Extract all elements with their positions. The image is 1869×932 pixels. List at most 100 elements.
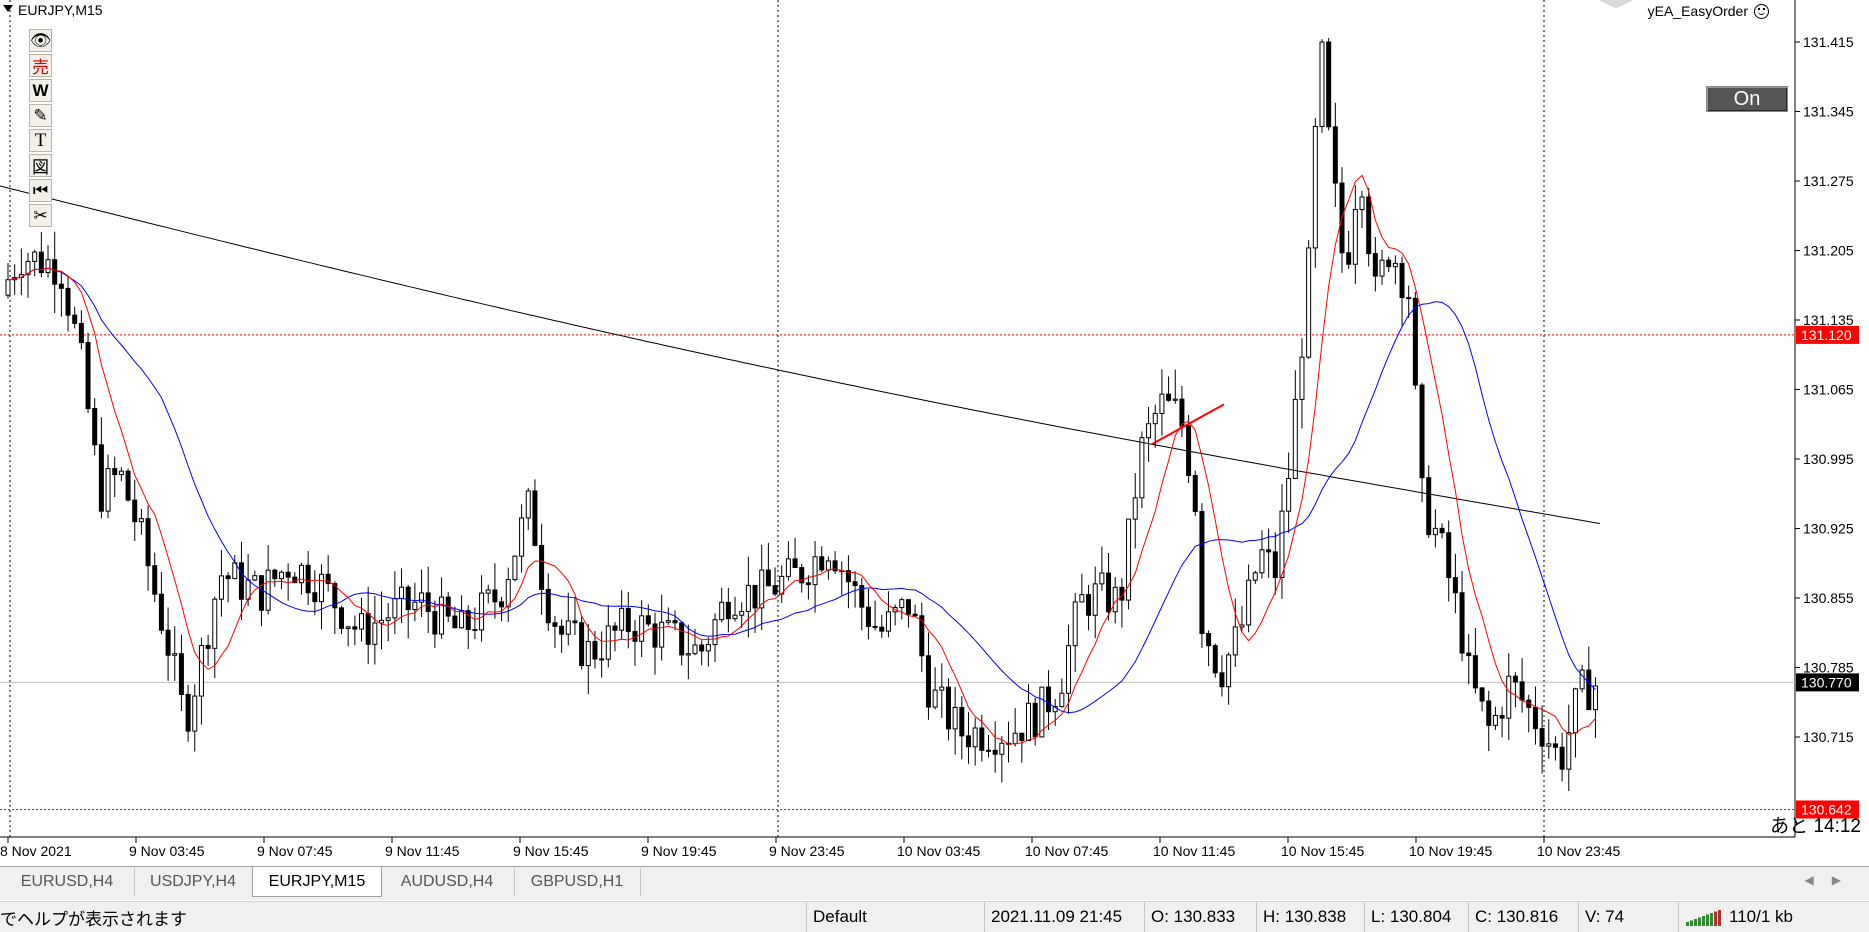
candle-body [165, 629, 171, 656]
candle-body [379, 619, 385, 624]
candle-body [1012, 732, 1018, 745]
sell-icon[interactable]: 売 [29, 54, 52, 77]
candle-body [258, 575, 264, 611]
time-tick-label: 10 Nov 15:45 [1281, 843, 1364, 859]
connection-bar [1706, 914, 1709, 926]
candle-body [432, 611, 438, 635]
candle-body [198, 645, 204, 697]
candle-body [525, 490, 531, 519]
candle-body [132, 499, 138, 523]
text-icon[interactable]: T [29, 129, 52, 152]
price-tick-label: 131.135 [1803, 312, 1854, 328]
candle-body [1159, 393, 1165, 414]
candle-body [779, 575, 785, 595]
candle-body [485, 589, 491, 594]
candle-body [1212, 645, 1218, 674]
candle-body [672, 620, 678, 624]
tab-audusd-h4[interactable]: AUDUSD,H4 [380, 868, 515, 896]
tab-scroll-arrows-icon[interactable]: ◀▶ [1804, 873, 1859, 887]
price-axis: 131.415 131.345 131.275 131.205 131.135 131.0… [1795, 34, 1859, 819]
candle-body [1292, 398, 1298, 479]
candle-body [679, 622, 685, 656]
candle-body [692, 644, 698, 655]
candle-body [145, 518, 151, 567]
candle-body [1132, 497, 1138, 520]
candle-body [1519, 681, 1525, 701]
scissors-icon[interactable]: ✂ [29, 204, 52, 227]
candle-body [45, 259, 51, 274]
candle-body [1046, 686, 1052, 713]
candle-body [225, 575, 231, 580]
candle-body [792, 558, 798, 569]
candle-body [1206, 633, 1212, 647]
chart-tabs: EURUSD,H4 USDJPY,H4 EURJPY,M15 AUDUSD,H4… [0, 866, 1869, 900]
candle-body [399, 586, 405, 599]
status-profile: Default [806, 902, 984, 932]
status-high: H: 130.838 [1256, 902, 1364, 932]
candle-body [1072, 601, 1078, 647]
candle-body [1099, 572, 1105, 585]
chart-title: EURJPY,M15 [18, 2, 103, 18]
price-tick-label: 131.205 [1803, 243, 1854, 259]
tab-eurjpy-m15[interactable]: EURJPY,M15 [252, 867, 382, 897]
candle-body [78, 322, 84, 344]
candle-body [1252, 572, 1258, 581]
candle-body [932, 689, 938, 708]
candle-body [439, 596, 445, 635]
candle-body [872, 625, 878, 628]
candle-body [105, 468, 111, 512]
candle-body [852, 581, 858, 587]
chart-menu-arrow-icon[interactable] [3, 5, 13, 12]
candle-body [385, 617, 391, 621]
candle-body [58, 283, 64, 289]
w-icon[interactable]: W [29, 79, 52, 102]
candle-body [1426, 477, 1432, 536]
candle-body [1512, 675, 1518, 683]
time-tick-label: 10 Nov 11:45 [1153, 843, 1235, 859]
candle-body [1239, 624, 1245, 628]
candle-body [265, 569, 271, 611]
status-traffic: 110/1 kb [1678, 902, 1869, 932]
candle-body [845, 570, 851, 583]
candle-body [1392, 262, 1398, 268]
eye-icon[interactable]: 👁 [29, 29, 52, 52]
candles [5, 38, 1598, 791]
rewind-icon[interactable]: ⏮ [29, 179, 52, 202]
candle-body [1319, 41, 1325, 127]
candle-body [1499, 715, 1505, 719]
candle-body [118, 470, 124, 476]
candle-body [1139, 437, 1145, 499]
candle-body [699, 644, 705, 652]
candle-body [1412, 297, 1418, 386]
candle-body [665, 620, 671, 623]
status-close: C: 130.816 [1468, 902, 1578, 932]
connection-bars-icon [1685, 908, 1723, 926]
candle-body [218, 575, 224, 600]
candle-body [505, 579, 511, 608]
candle-body [1026, 702, 1032, 742]
tab-usdjpy-h4[interactable]: USDJPY,H4 [134, 868, 253, 896]
candle-body [92, 408, 98, 446]
candle-body [479, 592, 485, 631]
picture-icon[interactable]: 図 [29, 154, 52, 177]
candle-body [1219, 672, 1225, 688]
ea-on-button[interactable]: On [1706, 86, 1788, 112]
tab-eurusd-h4[interactable]: EURUSD,H4 [0, 868, 135, 896]
smiley-icon [1754, 3, 1769, 19]
candle-body [472, 629, 478, 632]
connection-bar [1694, 919, 1697, 926]
candle-body [1386, 259, 1392, 268]
ma-mid-line [7, 267, 1596, 714]
candle-body [1366, 196, 1372, 255]
candle-body [805, 582, 811, 586]
tab-gbpusd-h1[interactable]: GBPUSD,H1 [514, 868, 641, 896]
connection-bar [1710, 913, 1713, 926]
candle-body [1506, 675, 1512, 719]
chart-shift-marker [1599, 0, 1633, 9]
pencil-icon[interactable]: ✎ [29, 104, 52, 127]
candle-body [659, 621, 665, 648]
candle-body [38, 251, 44, 274]
candle-body [25, 260, 31, 276]
candle-body [919, 615, 925, 657]
